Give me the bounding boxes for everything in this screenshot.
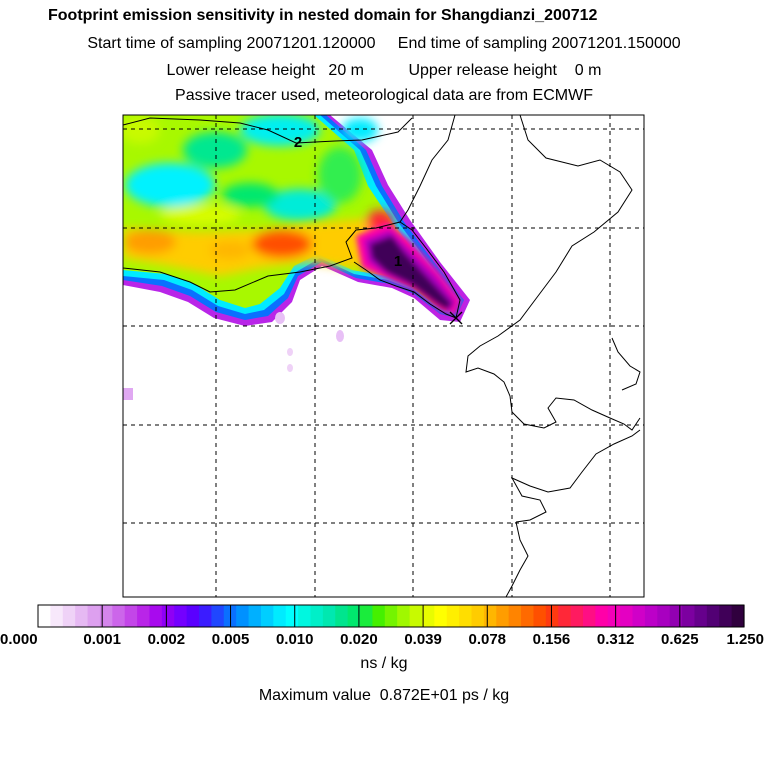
colorbar-swatch (421, 605, 435, 627)
coastline-korea-west (465, 115, 641, 431)
field-specks (123, 312, 344, 400)
colorbar-swatch (496, 605, 510, 627)
colorbar-swatch (310, 605, 324, 627)
marker-label-1: 1 (394, 253, 402, 270)
border-line-north (123, 117, 413, 144)
colorbar-swatch (273, 605, 287, 627)
colorbar-swatch (260, 605, 274, 627)
colorbar-frame (37, 604, 745, 628)
maximum-value-text: Maximum value 0.872E+01 ps / kg (258, 687, 510, 704)
colorbar-swatch (384, 605, 398, 627)
colorbar-swatch (236, 605, 250, 627)
colorbar-swatch (298, 605, 312, 627)
coastline-peninsula (611, 337, 641, 391)
colorbar-swatch (285, 605, 299, 627)
colorbar-swatch (471, 605, 485, 627)
colorbar-swatch (706, 605, 720, 627)
colorbar-swatch (719, 605, 733, 627)
colorbar-swatch (75, 605, 89, 627)
colorbar-swatch (161, 605, 175, 627)
coastlines (123, 115, 641, 597)
tracer-info-line: Passive tracer used, meteorological data… (175, 87, 593, 104)
colorbar-swatch (446, 605, 460, 627)
colorbar-tick-label: 0.312 (597, 631, 635, 648)
colorbar-swatch (322, 605, 336, 627)
colorbar-tick-label: 0.156 (533, 631, 571, 648)
colorbar-swatch (87, 605, 101, 627)
colorbar-swatch (570, 605, 584, 627)
coastline-east-china (510, 429, 641, 523)
colorbar-swatch (434, 605, 448, 627)
colorbar-swatch (731, 605, 745, 627)
coastline-shanghai (505, 521, 529, 597)
colorbar-swatch (335, 605, 349, 627)
colorbar-swatch (199, 605, 213, 627)
colorbar-swatch (545, 605, 559, 627)
lat-lon-grid (123, 115, 644, 597)
colorbar-swatch (521, 605, 535, 627)
colorbar-swatch (669, 605, 683, 627)
field-patches-coast (123, 210, 394, 276)
colorbar-swatch (174, 605, 188, 627)
colorbar-swatch (582, 605, 596, 627)
colorbar-swatch (38, 605, 51, 627)
map-title: Footprint emission sensitivity in nested… (48, 7, 598, 24)
colorbar-swatch (607, 605, 621, 627)
colorbar-swatch (694, 605, 708, 627)
colorbar-swatch (124, 605, 138, 627)
station-marker (449, 311, 463, 325)
colorbar-swatch (248, 605, 262, 627)
sensitivity-field (123, 115, 644, 597)
colorbar-swatch (137, 605, 151, 627)
colorbar-tick-label: 0.039 (404, 631, 442, 648)
colorbar-swatch (149, 605, 163, 627)
coastline-bohai (123, 115, 456, 293)
colorbar-tick-label: 0.000 (0, 631, 38, 648)
colorbar-tick-label: 0.078 (468, 631, 506, 648)
colorbar-swatch (459, 605, 473, 627)
colorbar-unit: ns / kg (360, 655, 408, 672)
colorbar-swatch (372, 605, 386, 627)
colorbar-swatch (62, 605, 76, 627)
colorbar-swatch (409, 605, 423, 627)
colorbar-tick-label: 0.020 (340, 631, 378, 648)
colorbar-tick-label: 0.001 (83, 631, 121, 648)
colorbar-dividers (101, 605, 681, 627)
colorbar-swatch (644, 605, 658, 627)
colorbar-swatch (186, 605, 200, 627)
footprint-map: 1 2 (122, 114, 645, 598)
colorbar-swatch (533, 605, 547, 627)
map-frame (122, 114, 645, 598)
colorbar-swatch (595, 605, 609, 627)
colorbar-tick-label: 0.010 (276, 631, 314, 648)
colorbar-tick-label: 0.002 (148, 631, 186, 648)
marker-label-2: 2 (294, 134, 302, 151)
colorbar-swatch (508, 605, 522, 627)
colorbar-swatches (38, 605, 745, 627)
colorbar-swatch (99, 605, 113, 627)
colorbar-tick-label: 0.625 (661, 631, 699, 648)
colorbar-swatch (657, 605, 671, 627)
colorbar-swatch (360, 605, 374, 627)
colorbar-swatch (620, 605, 634, 627)
release-height-line: Lower release height 20 m Upper release … (166, 62, 602, 79)
field-plume (356, 222, 462, 316)
colorbar: 0.000 0.001 0.002 0.005 0.010 0.020 0.039 0.078… (0, 604, 764, 648)
colorbar-swatch (632, 605, 646, 627)
coastline-station (353, 221, 461, 319)
colorbar-swatch (558, 605, 572, 627)
colorbar-swatch (50, 605, 64, 627)
colorbar-swatch (682, 605, 696, 627)
colorbar-tick-labels: 0.000 0.001 0.002 0.005 0.010 0.020 0.039 0.078… (0, 631, 764, 648)
colorbar-swatch (112, 605, 126, 627)
colorbar-swatch (347, 605, 361, 627)
sampling-time-line: Start time of sampling 20071201.120000 E… (87, 35, 681, 52)
colorbar-tick-label: 1.250 (726, 631, 764, 648)
colorbar-swatch (397, 605, 411, 627)
colorbar-swatch (211, 605, 225, 627)
colorbar-tick-label: 0.005 (212, 631, 250, 648)
colorbar-swatch (483, 605, 497, 627)
